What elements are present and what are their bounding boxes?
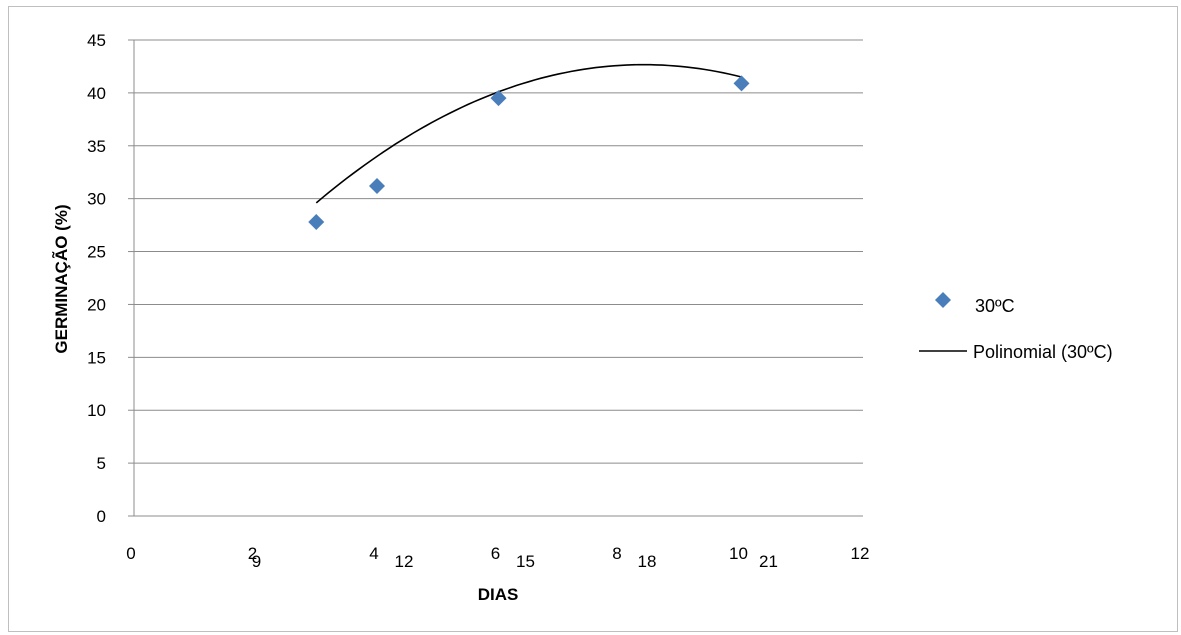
- grid-lines: [134, 39, 863, 464]
- data-points: [308, 75, 750, 230]
- chart-frame: [8, 6, 1178, 632]
- x-tick-label-12: 12: [851, 544, 870, 563]
- y-tick-label-45: 45: [87, 31, 106, 50]
- data-point-1: [369, 177, 385, 194]
- x-secondary-tick-label-18: 18: [638, 552, 657, 571]
- legend-label-30c: 30ºC: [975, 296, 1015, 316]
- x-tick-label-10: 10: [729, 544, 748, 563]
- trendline-polinomial: [315, 63, 742, 204]
- x-tick-label-0: 0: [126, 544, 135, 563]
- y-tick-label-40: 40: [87, 84, 106, 103]
- y-tick-label-10: 10: [87, 401, 106, 420]
- y-tick-labels: 0 5 10 15 20 25 30 35 40 45: [87, 31, 106, 526]
- y-tick-label-30: 30: [87, 190, 106, 209]
- x-secondary-tick-label-15: 15: [516, 552, 535, 571]
- legend-label-polinomial: Polinomial (30ºC): [973, 342, 1113, 362]
- legend-marker-30c: [935, 292, 951, 308]
- x-tick-label-8: 8: [612, 544, 621, 563]
- data-point-3: [733, 75, 750, 92]
- x-tick-label-6: 6: [491, 544, 500, 563]
- y-tick-label-5: 5: [97, 454, 106, 473]
- x-secondary-tick-label-12: 12: [395, 552, 414, 571]
- y-tick-label-25: 25: [87, 243, 106, 262]
- axes: [128, 39, 863, 517]
- y-tick-label-35: 35: [87, 137, 106, 156]
- data-point-2: [490, 90, 507, 107]
- y-tick-label-20: 20: [87, 295, 106, 314]
- y-tick-label-0: 0: [97, 507, 106, 526]
- x-axis-title: DIAS: [478, 585, 519, 604]
- y-axis-title: GERMINAÇÃO (%): [51, 204, 71, 353]
- data-point-0: [308, 213, 325, 230]
- x-secondary-tick-label-21: 21: [759, 552, 778, 571]
- y-tick-label-15: 15: [87, 348, 106, 367]
- trendline-layer: [315, 63, 742, 204]
- x-secondary-tick-labels: 9 12 15 18 21: [252, 552, 778, 571]
- x-tick-label-2: 2: [248, 544, 257, 563]
- legend: 30ºC Polinomial (30ºC): [919, 292, 1113, 362]
- x-tick-labels: 0 2 4 6 8 10 12: [126, 544, 869, 563]
- x-tick-label-4: 4: [369, 544, 378, 563]
- x-secondary-tick-label-9: 9: [252, 552, 261, 571]
